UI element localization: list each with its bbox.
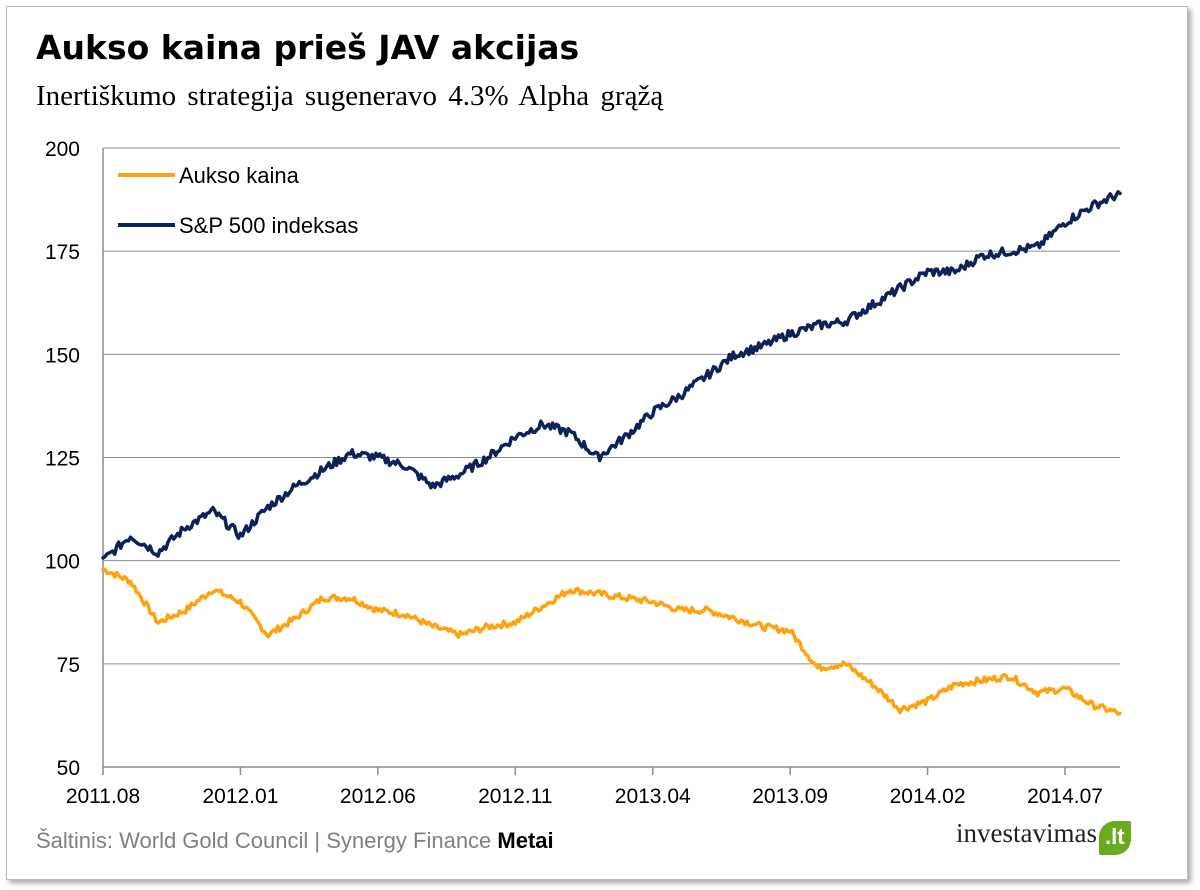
series-line-gold (101, 567, 1122, 716)
source-bold: Metai (497, 828, 554, 853)
series-lines (101, 190, 1122, 716)
chart-title: Aukso kaina prieš JAV akcijas (36, 28, 580, 67)
y-tick-label: 125 (45, 448, 80, 471)
investavimas-logo: investavimas .lt (956, 818, 1156, 862)
source-note: Šaltinis: World Gold Council | Synergy F… (36, 828, 554, 854)
legend-label-gold: Aukso kaina (179, 163, 300, 188)
x-tick-label: 2012.01 (202, 785, 278, 808)
x-tick-label: 2013.09 (752, 785, 828, 808)
chart-subtitle: Inertiškumo strategija sugeneravo 4.3% A… (36, 80, 664, 112)
series-line-sp500 (101, 190, 1122, 560)
grid-lines (103, 147, 1120, 665)
y-tick-label: 150 (45, 344, 80, 367)
legend: Aukso kaina S&P 500 indeksas (118, 163, 358, 238)
y-axis-ticks: 200 175 150 125 100 75 50 (45, 138, 80, 780)
chart-frame (6, 6, 1188, 880)
logo-leaf: .lt (1098, 821, 1131, 855)
legend-label-sp500: S&P 500 indeksas (179, 213, 358, 238)
y-tick-label: 200 (45, 138, 80, 161)
x-axis: 2011.08 2012.01 2012.06 2012.11 2013.04 2013.… (66, 148, 1120, 808)
y-tick-label: 175 (45, 241, 80, 264)
y-tick-label: 75 (57, 654, 80, 677)
logo-text: investavimas (956, 818, 1097, 848)
y-tick-label: 50 (57, 757, 80, 780)
x-tick-label: 2012.11 (478, 785, 552, 808)
x-tick-label: 2014.07 (1027, 785, 1103, 808)
y-tick-label: 100 (45, 551, 80, 574)
x-tick-label: 2011.08 (66, 785, 140, 808)
source-text: Šaltinis: World Gold Council | Synergy F… (36, 828, 498, 853)
x-tick-label: 2012.06 (340, 785, 416, 808)
x-tick-label: 2014.02 (890, 785, 966, 808)
x-tick-label: 2013.04 (615, 785, 691, 808)
